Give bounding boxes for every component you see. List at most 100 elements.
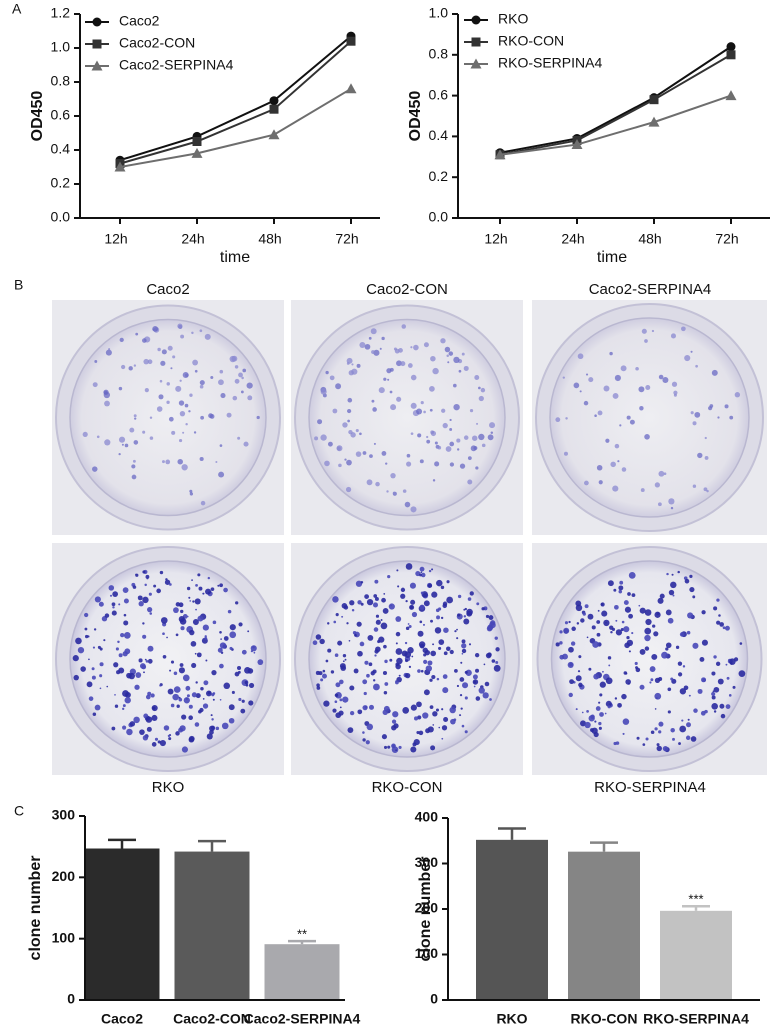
colony — [570, 641, 576, 646]
colony — [143, 358, 149, 365]
colony — [650, 730, 655, 735]
colony — [119, 337, 124, 343]
colony — [200, 500, 206, 506]
colony — [689, 587, 695, 593]
colony — [179, 379, 182, 382]
y-tick-label: 0.6 — [429, 86, 449, 102]
colony — [640, 488, 645, 492]
colony — [380, 622, 388, 630]
colony — [84, 634, 89, 639]
colony — [681, 326, 686, 332]
colony — [396, 360, 402, 367]
colony — [178, 616, 185, 623]
colony — [692, 484, 697, 488]
colony — [569, 679, 574, 685]
colony — [147, 645, 154, 652]
colony — [368, 336, 372, 340]
colony — [401, 324, 407, 329]
colony — [371, 399, 375, 403]
colony — [494, 636, 498, 640]
colony — [588, 377, 594, 383]
colony — [432, 367, 439, 375]
colony — [639, 607, 646, 614]
colony — [186, 615, 189, 618]
colony — [677, 672, 683, 677]
colony — [472, 674, 478, 680]
colony — [366, 723, 374, 731]
colony — [373, 349, 380, 356]
colony — [118, 386, 123, 391]
colony — [366, 673, 370, 678]
colony — [77, 647, 85, 654]
colony — [243, 441, 249, 447]
colony — [581, 711, 584, 714]
colony — [128, 366, 133, 371]
colony — [121, 443, 124, 446]
colony — [363, 691, 367, 696]
colony — [142, 596, 149, 604]
colony — [158, 394, 164, 400]
colony — [396, 657, 403, 665]
colony — [419, 573, 422, 577]
well-label: Caco2-SERPINA4 — [589, 281, 712, 298]
colony — [109, 594, 113, 597]
colony — [614, 374, 621, 382]
colony — [170, 367, 173, 370]
colony — [210, 714, 213, 717]
colony — [373, 672, 376, 675]
colony — [339, 706, 342, 709]
colony — [180, 334, 185, 339]
colony — [166, 400, 170, 404]
colony — [199, 380, 205, 386]
colony — [645, 385, 651, 390]
colony — [703, 487, 708, 492]
colony — [242, 368, 247, 373]
colony — [430, 619, 433, 623]
colony — [111, 726, 116, 731]
colony — [159, 739, 166, 747]
colony — [190, 641, 197, 647]
colony — [387, 745, 391, 749]
colony — [392, 744, 395, 748]
colony — [372, 407, 377, 412]
colony — [145, 660, 149, 663]
colony — [672, 737, 675, 741]
colony — [197, 573, 201, 577]
well-photo — [532, 543, 767, 775]
colony — [667, 710, 671, 714]
y-tick-label: 0.2 — [51, 175, 71, 191]
colony — [384, 682, 389, 686]
colony — [188, 410, 191, 413]
colony — [711, 691, 716, 697]
colony — [602, 670, 604, 673]
colony — [162, 654, 167, 659]
colony — [314, 436, 319, 441]
colony — [241, 376, 244, 380]
colony — [453, 718, 457, 722]
legend-marker — [91, 60, 103, 71]
colony — [372, 602, 378, 608]
colony — [615, 629, 623, 636]
colony — [359, 341, 366, 348]
colony — [618, 589, 623, 594]
colony — [325, 370, 329, 375]
colony — [690, 411, 694, 415]
colony — [445, 446, 452, 452]
colony — [667, 687, 672, 692]
colony — [667, 617, 674, 624]
colony — [461, 724, 465, 728]
colony — [348, 370, 354, 376]
colony — [375, 619, 381, 625]
colony — [650, 678, 654, 682]
colony — [234, 365, 239, 369]
marker — [192, 137, 202, 146]
colony — [345, 486, 352, 493]
colony — [362, 705, 368, 711]
colony — [364, 594, 370, 599]
colony — [339, 698, 343, 702]
colony — [175, 731, 180, 736]
colony — [377, 639, 381, 644]
colony — [160, 360, 166, 366]
colony — [355, 428, 359, 433]
colony — [605, 700, 612, 707]
